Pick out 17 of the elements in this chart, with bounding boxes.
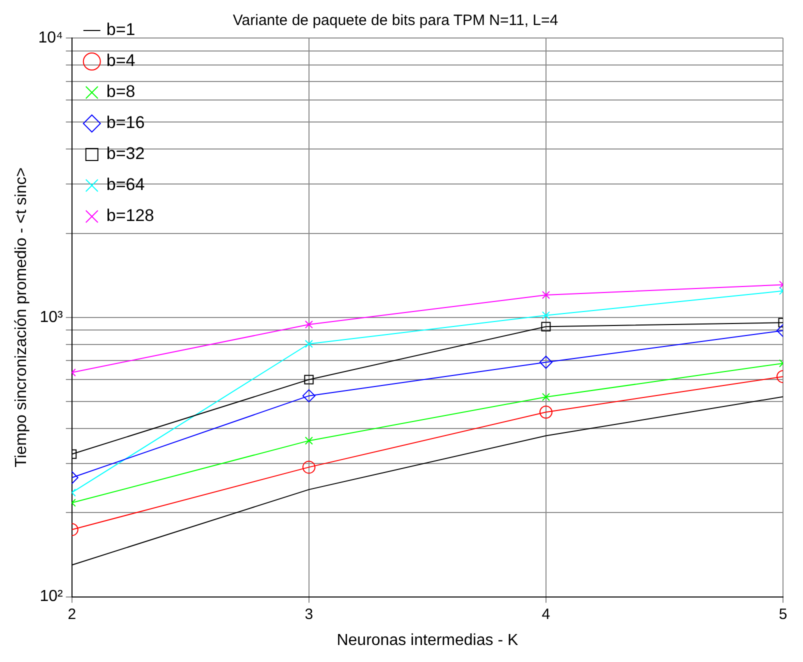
- legend-label: b=32: [106, 144, 145, 164]
- legend-label: b=16: [106, 113, 145, 132]
- y-tick-label: 10²: [40, 588, 64, 606]
- y-tick-label: 10⁴: [38, 29, 63, 46]
- chart-title: Variante de paquete de bits para TPM N=11, L=4: [232, 12, 558, 30]
- legend-label: b=128: [106, 206, 154, 226]
- y-axis-title: Tiempo sincronización promedio - <t sinc>: [13, 167, 30, 468]
- x-tick-label: 5: [778, 606, 788, 623]
- legend-label: b=1: [106, 20, 136, 40]
- x-tick-label: 2: [68, 606, 76, 623]
- x-axis-title: Neuronas intermedias - K: [336, 632, 518, 649]
- x-tick-label: 4: [542, 606, 550, 623]
- x-tick-label: 3: [304, 606, 314, 623]
- legend-label: b=4: [106, 51, 136, 70]
- legend-label: b=8: [106, 82, 136, 102]
- y-tick-label: 10³: [40, 308, 64, 326]
- legend-label: b=64: [106, 175, 145, 194]
